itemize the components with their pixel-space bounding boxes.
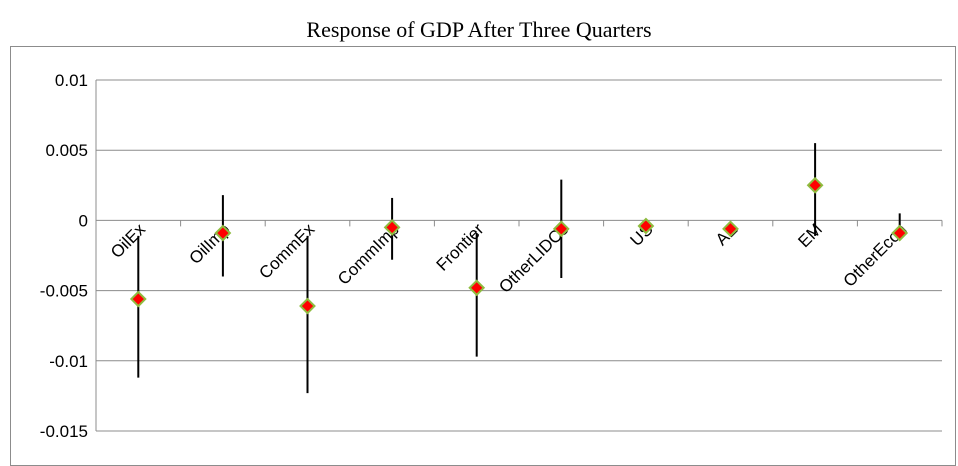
data-point-em <box>806 176 824 194</box>
data-point-commimp <box>383 219 401 236</box>
data-point-frontier <box>468 279 486 297</box>
y-tick-label: 0 <box>79 211 88 230</box>
data-point-us <box>637 217 655 235</box>
category-label-frontier: Frontier <box>433 220 488 275</box>
chart-title: Response of GDP After Three Quarters <box>306 17 652 42</box>
category-label-ae: AE <box>712 220 741 249</box>
category-label-oilex: OilEx <box>107 219 150 262</box>
y-tick-label: 0.005 <box>45 141 88 160</box>
category-label-oilimp: OilImp <box>186 220 234 268</box>
data-point-oilex <box>129 290 147 308</box>
y-tick-label: 0.01 <box>55 71 88 90</box>
category-label-em: EM <box>794 220 825 251</box>
y-tick-label: -0.01 <box>49 352 88 371</box>
y-tick-label: -0.005 <box>40 282 88 301</box>
category-label-commex: CommEx <box>255 219 318 282</box>
data-markers <box>129 176 909 315</box>
gridlines <box>95 79 943 432</box>
data-point-ae <box>722 220 739 238</box>
data-point-oilimp <box>214 224 232 242</box>
data-point-otherecon <box>891 224 909 242</box>
y-tick-label: -0.015 <box>40 422 88 441</box>
y-tick-labels: 0.01 0.005 0 -0.005 -0.01 -0.015 <box>40 71 88 441</box>
data-point-otherlidcs <box>552 220 570 238</box>
data-point-commex <box>299 297 316 315</box>
